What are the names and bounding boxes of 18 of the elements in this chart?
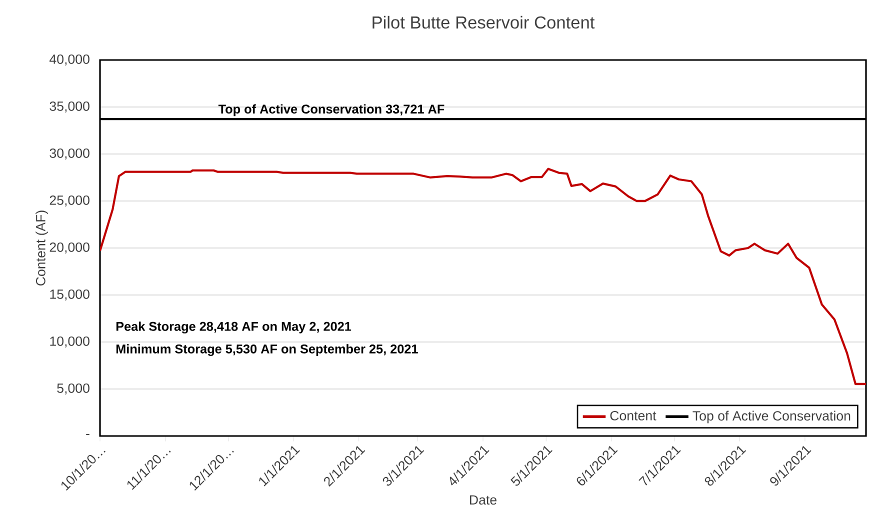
y-tick-label: 25,000: [50, 195, 90, 207]
x-axis-title: Date: [470, 495, 496, 505]
y-tick-label: 15,000: [50, 289, 90, 301]
y-tick-label: 20,000: [50, 242, 90, 254]
y-tick-label: -: [86, 434, 90, 435]
legend-label: Top of Active Conservation: [692, 410, 850, 424]
chart-title: Pilot Butte Reservoir Content: [372, 16, 595, 29]
legend-label: Content: [610, 410, 656, 420]
y-tick-label: 10,000: [50, 336, 90, 348]
y-tick-label: 5,000: [57, 383, 90, 395]
y-tick-label: 30,000: [50, 148, 90, 160]
annotation: Peak Storage 28,418 AF on May 2, 2021: [116, 322, 352, 334]
annotation: Minimum Storage 5,530 AF on September 25, 2021: [116, 344, 418, 356]
y-tick-label: 35,000: [50, 101, 90, 113]
y-tick-label: 40,000: [50, 54, 90, 66]
line-series: [100, 168, 866, 386]
annotation: Top of Active Conservation 33,721 AF: [218, 104, 444, 116]
y-axis-title: Content (AF): [36, 210, 48, 286]
